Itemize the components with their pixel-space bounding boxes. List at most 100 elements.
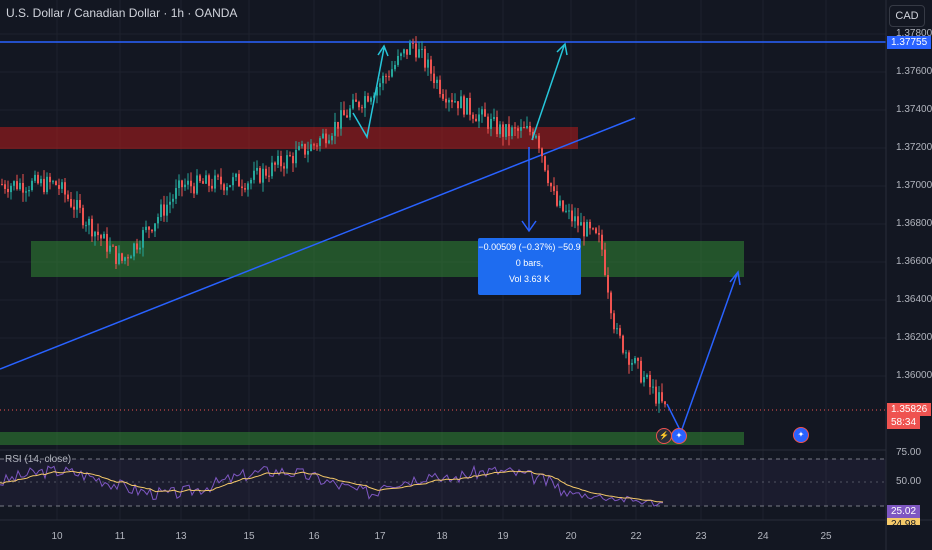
candle-body xyxy=(436,79,438,84)
candle-body xyxy=(394,64,396,70)
time-axis-label: 16 xyxy=(308,531,320,542)
candle-body xyxy=(619,328,621,336)
rsi-ma-line xyxy=(0,470,664,503)
candle-body xyxy=(553,186,555,192)
support-zone-upper[interactable] xyxy=(31,241,744,277)
candle-body xyxy=(358,101,360,108)
candle-body xyxy=(16,181,18,190)
us-flag-event-icon[interactable]: ✦ xyxy=(793,427,809,443)
candle-body xyxy=(631,362,633,365)
candle-body xyxy=(187,180,189,185)
candle-body xyxy=(334,121,336,136)
candle-body xyxy=(547,170,549,184)
candle-body xyxy=(247,183,249,190)
candle-body xyxy=(229,185,231,187)
candle-body xyxy=(448,99,450,103)
candle-body xyxy=(271,162,273,177)
resistance-zone[interactable] xyxy=(0,127,578,149)
us-flag-event-icon[interactable]: ✦ xyxy=(671,428,687,444)
price-axis-label: 1.36400 xyxy=(896,294,932,305)
candle-body xyxy=(478,114,480,122)
candle-body xyxy=(19,182,21,190)
candle-body xyxy=(439,79,441,95)
candle-body xyxy=(127,257,129,259)
candle-body xyxy=(385,75,387,77)
candle-body xyxy=(598,233,600,235)
time-axis-label: 17 xyxy=(374,531,386,542)
arrowhead-left xyxy=(377,44,389,57)
price-axis-label: 1.37800 xyxy=(896,28,932,39)
candle-body xyxy=(562,200,564,212)
candle-body xyxy=(46,176,48,193)
arrow-up-right xyxy=(531,45,565,141)
candle-body xyxy=(475,118,477,122)
candle-body xyxy=(343,110,345,116)
candle-body xyxy=(310,144,312,151)
candle-body xyxy=(43,178,45,193)
symbol-title[interactable]: U.S. Dollar / Canadian Dollar · 1h · OAN… xyxy=(6,6,238,20)
candle-body xyxy=(112,245,114,247)
candle-body xyxy=(577,216,579,226)
candle-body xyxy=(265,168,267,176)
candle-body xyxy=(163,204,165,216)
measure-tooltip: −0.00509 (−0.37%) −50.9 0 bars, Vol 3.63… xyxy=(478,238,581,295)
price-axis-label: 1.36000 xyxy=(896,370,932,381)
candle-body xyxy=(460,96,462,109)
candle-body xyxy=(85,225,87,227)
candle-body xyxy=(136,243,138,250)
flash-event-icon[interactable]: ⚡ xyxy=(656,428,672,444)
candle-body xyxy=(337,121,339,129)
candle-body xyxy=(286,155,288,169)
candle-body xyxy=(409,42,411,55)
candle-body xyxy=(13,181,15,186)
candle-body xyxy=(274,162,276,165)
candle-body xyxy=(172,198,174,202)
candle-body xyxy=(352,99,354,109)
candle-body xyxy=(142,230,144,248)
candle-body xyxy=(520,127,522,131)
candle-body xyxy=(298,146,300,150)
candle-body xyxy=(70,198,72,207)
rsi-level-50-label: 50.00 xyxy=(896,476,922,487)
candle-body xyxy=(76,200,78,210)
candle-body xyxy=(262,168,264,183)
candle-body xyxy=(391,69,393,77)
measure-arrowhead xyxy=(521,220,537,233)
candle-body xyxy=(499,124,501,135)
time-axis-label: 22 xyxy=(630,531,642,542)
candle-body xyxy=(664,401,666,405)
candle-body xyxy=(208,175,210,186)
candle-body xyxy=(523,127,525,129)
candle-body xyxy=(361,107,363,109)
candle-body xyxy=(79,200,81,208)
support-zone-lower[interactable] xyxy=(0,432,744,445)
candle-body xyxy=(442,94,444,99)
candle-body xyxy=(487,116,489,129)
candle-body xyxy=(481,109,483,115)
currency-button[interactable]: CAD xyxy=(889,5,925,27)
candle-body xyxy=(214,175,216,189)
time-axis-label: 24 xyxy=(757,531,769,542)
candle-body xyxy=(571,210,573,222)
candle-body xyxy=(466,97,468,115)
candle-body xyxy=(280,155,282,167)
candle-body xyxy=(544,156,546,171)
candle-body xyxy=(565,210,567,212)
candle-body xyxy=(349,108,351,118)
candle-body xyxy=(595,228,597,234)
candle-body xyxy=(589,221,591,229)
rsi-indicator-title[interactable]: RSI (14, close) xyxy=(5,454,72,465)
candle-body xyxy=(94,231,96,237)
candle-body xyxy=(181,180,183,188)
candle-body xyxy=(556,191,558,206)
candle-body xyxy=(58,185,60,189)
arrow-up-left xyxy=(352,47,385,140)
candle-body xyxy=(283,166,285,169)
candle-body xyxy=(64,182,66,195)
candle-body xyxy=(109,245,111,252)
candle-body xyxy=(511,127,513,137)
candle-body xyxy=(340,110,342,129)
time-axis-label: 15 xyxy=(243,531,255,542)
candle-body xyxy=(301,144,303,147)
